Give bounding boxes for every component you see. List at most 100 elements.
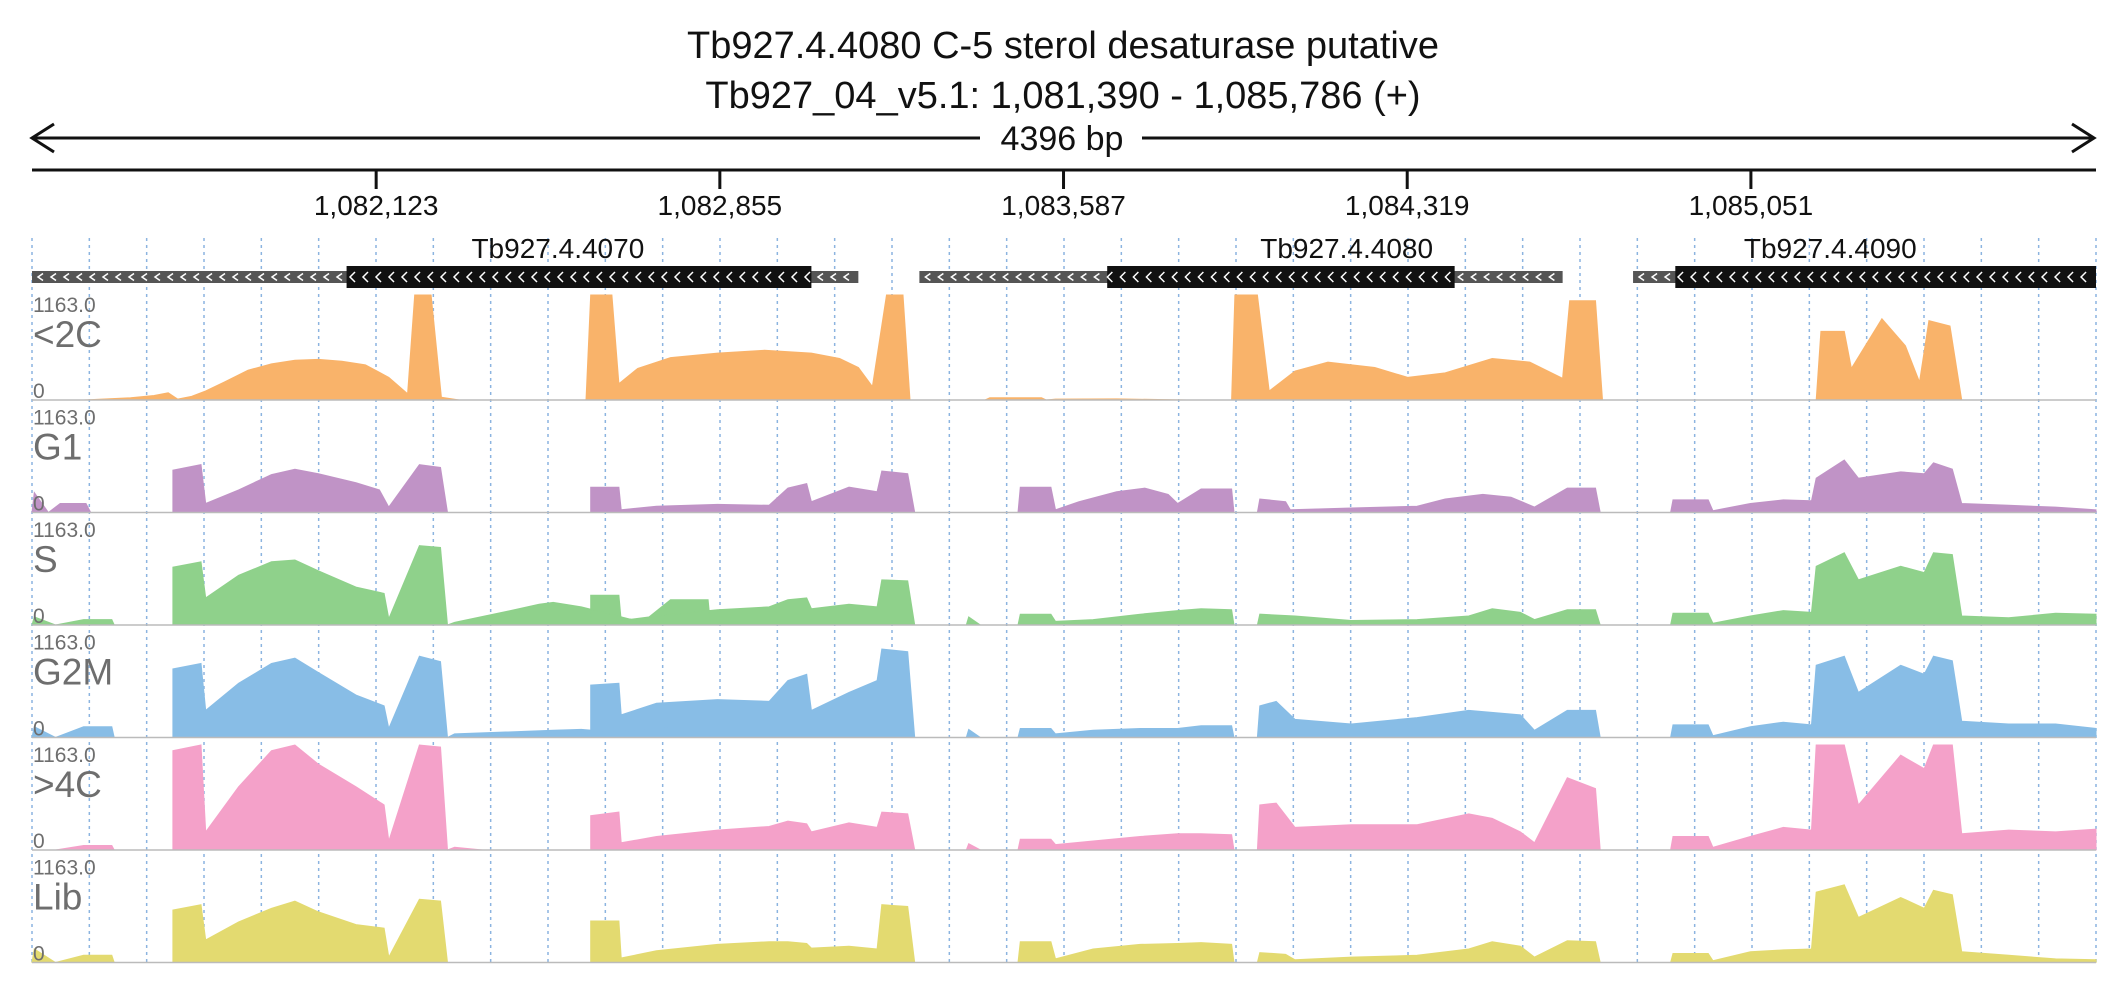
arrow-right-icon <box>2071 122 2097 154</box>
strand-chevron-icon <box>1158 271 1165 283</box>
coverage-tracks: 1163.0<2C01163.0G101163.0S01163.0G2M0116… <box>31 294 2097 966</box>
span-arrow: 4396 bp <box>29 120 2097 158</box>
strand-chevron-icon <box>1689 271 1697 283</box>
strand-chevron-icon <box>1002 272 1009 282</box>
strand-chevron-icon <box>530 271 538 283</box>
coverage-track: 1163.0<2C 0 <box>32 294 2096 403</box>
strand-chevron-icon <box>582 271 590 283</box>
strand-chevron-icon <box>1054 272 1061 282</box>
strand-chevron-icon <box>1793 271 1801 283</box>
gene-cds-bar <box>346 266 812 288</box>
strand-chevron-icon <box>924 272 931 282</box>
strand-chevron-icon <box>1236 271 1243 283</box>
strand-chevron-icon <box>989 272 996 282</box>
strand-chevron-icon <box>75 272 83 282</box>
strand-chevron-icon <box>1910 271 1918 283</box>
strand-chevron-icon <box>465 271 473 283</box>
coverage-area <box>31 884 2097 964</box>
strand-chevron-icon <box>2027 271 2035 283</box>
track-ymin-label: 0 <box>33 718 45 741</box>
track-ymax-label: 1163.0 <box>33 744 96 767</box>
strand-chevron-icon <box>205 272 213 282</box>
strand-chevron-icon <box>1923 271 1931 283</box>
strand-chevron-icon <box>88 272 96 282</box>
strand-chevron-icon <box>1080 272 1087 282</box>
gene-cds-bar <box>1107 266 1455 288</box>
strand-chevron-icon <box>764 271 772 283</box>
strand-chevron-icon <box>1171 271 1178 283</box>
strand-chevron-icon <box>1132 271 1139 283</box>
strand-chevron-icon <box>504 271 512 283</box>
strand-chevron-icon <box>1702 271 1710 283</box>
gene-label: Tb927.4.4070 <box>471 233 644 264</box>
track-name: G1 <box>33 427 82 468</box>
axis-tick-label: 1,083,587 <box>1001 190 1126 221</box>
strand-chevron-icon <box>387 271 395 283</box>
strand-chevron-icon <box>1962 271 1970 283</box>
track-ymin-label: 0 <box>33 605 45 628</box>
strand-chevron-icon <box>712 271 720 283</box>
gene-model: Tb927.4.4080 <box>919 233 1563 288</box>
strand-chevron-icon <box>413 271 421 283</box>
strand-chevron-icon <box>1249 271 1256 283</box>
strand-chevron-icon <box>1392 271 1399 283</box>
strand-chevron-icon <box>2079 271 2087 283</box>
strand-chevron-icon <box>976 272 983 282</box>
strand-chevron-icon <box>36 272 44 282</box>
strand-chevron-icon <box>777 271 785 283</box>
track-ymin-label: 0 <box>33 830 45 853</box>
strand-chevron-icon <box>1845 271 1853 283</box>
strand-chevron-icon <box>634 271 642 283</box>
strand-chevron-icon <box>1119 271 1126 283</box>
strand-chevron-icon <box>1145 271 1152 283</box>
strand-chevron-icon <box>1988 271 1996 283</box>
strand-chevron-icon <box>608 271 616 283</box>
strand-chevron-icon <box>621 271 629 283</box>
strand-chevron-icon <box>950 272 957 282</box>
strand-chevron-icon <box>1535 272 1542 282</box>
track-ymin-label: 0 <box>33 943 45 966</box>
track-ymax-label: 1163.0 <box>33 857 96 880</box>
strand-chevron-icon <box>816 272 824 282</box>
strand-chevron-icon <box>1327 271 1334 283</box>
strand-chevron-icon <box>2053 271 2061 283</box>
strand-chevron-icon <box>62 272 70 282</box>
strand-chevron-icon <box>1780 271 1788 283</box>
strand-chevron-icon <box>192 272 200 282</box>
strand-chevron-icon <box>725 271 733 283</box>
strand-chevron-icon <box>1728 271 1736 283</box>
strand-chevron-icon <box>543 271 551 283</box>
gene-model: Tb927.4.4070 <box>32 233 859 288</box>
strand-chevron-icon <box>1197 271 1204 283</box>
strand-chevron-icon <box>322 272 330 282</box>
strand-chevron-icon <box>1418 271 1425 283</box>
strand-chevron-icon <box>937 272 944 282</box>
axis-tick-label: 1,082,855 <box>658 190 783 221</box>
strand-chevron-icon <box>673 271 681 283</box>
strand-chevron-icon <box>1483 272 1490 282</box>
strand-chevron-icon <box>751 271 759 283</box>
strand-chevron-icon <box>335 272 343 282</box>
strand-chevron-icon <box>1871 271 1879 283</box>
strand-chevron-icon <box>361 271 369 283</box>
strand-chevron-icon <box>1522 272 1529 282</box>
strand-chevron-icon <box>1405 271 1412 283</box>
track-name: >4C <box>33 764 102 805</box>
strand-chevron-icon <box>963 272 970 282</box>
track-name: Lib <box>33 877 82 918</box>
arrow-left-icon <box>29 122 55 154</box>
strand-chevron-icon <box>569 271 577 283</box>
gene-models: Tb927.4.4070 Tb927.4.4080 Tb927.4.4090 <box>32 233 2096 288</box>
strand-chevron-icon <box>101 272 109 282</box>
gene-model: Tb927.4.4090 <box>1633 233 2096 288</box>
strand-chevron-icon <box>1288 271 1295 283</box>
strand-chevron-icon <box>49 272 57 282</box>
track-ymax-label: 1163.0 <box>33 632 96 655</box>
strand-chevron-icon <box>1741 271 1749 283</box>
strand-chevron-icon <box>699 271 707 283</box>
track-name: G2M <box>33 652 113 693</box>
strand-chevron-icon <box>348 271 356 283</box>
strand-chevron-icon <box>1832 271 1840 283</box>
